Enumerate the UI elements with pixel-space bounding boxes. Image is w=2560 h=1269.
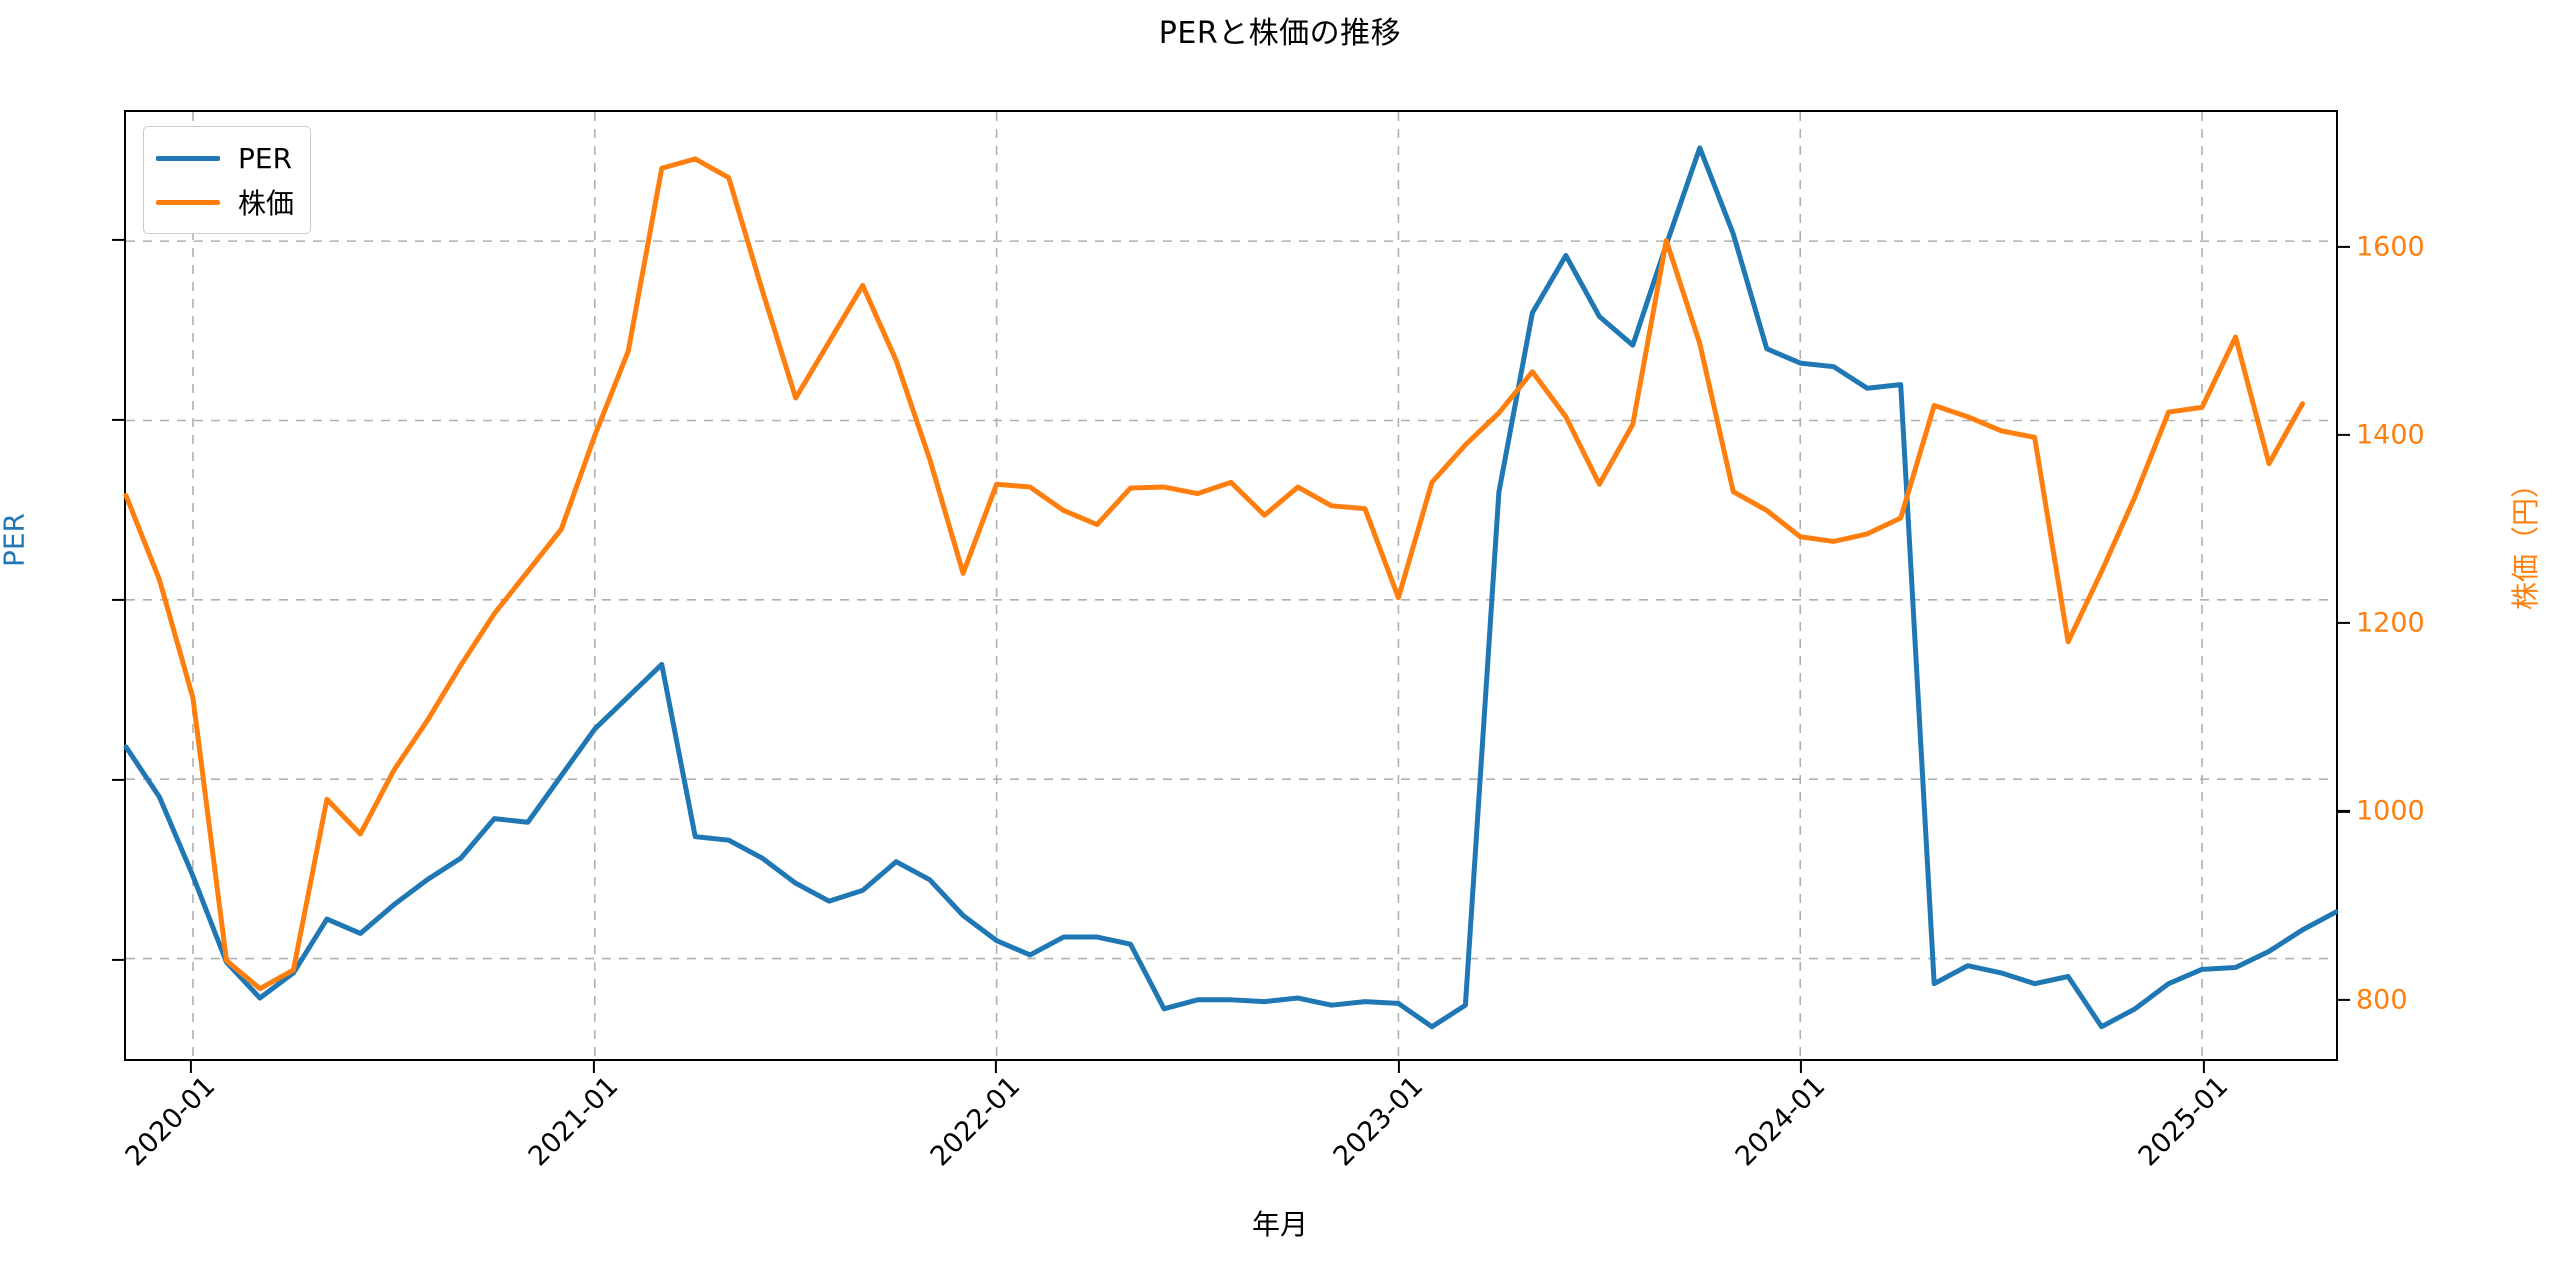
y-axis-left-tick-mark [112, 418, 124, 421]
series-line-per [126, 148, 2336, 1027]
legend-swatch-icon [156, 199, 220, 205]
y-axis-right-tick-mark [2338, 622, 2350, 625]
series-line-kabuka [126, 159, 2303, 989]
y-axis-right-tick-label: 1000 [2356, 795, 2425, 827]
plot-area [124, 110, 2338, 1061]
chart-title: PERと株価の推移 [1158, 16, 1402, 51]
y-axis-right-tick-mark [2338, 810, 2350, 813]
series-layer [126, 112, 2336, 1059]
y-axis-left-label: PER [0, 512, 31, 568]
x-axis-tick-mark [1397, 1061, 1400, 1073]
x-axis-tick-mark [995, 1061, 998, 1073]
legend-label: 株価 [238, 187, 295, 220]
x-axis-tick-label: 2020-01 [119, 1070, 222, 1173]
y-axis-right-label: 株価（円） [2509, 469, 2542, 611]
y-axis-left-tick-mark [112, 778, 124, 782]
legend-item-per[interactable]: PER [156, 136, 294, 180]
x-axis-tick-label: 2024-01 [1729, 1070, 1832, 1173]
y-axis-right-tick-mark [2338, 245, 2350, 248]
chart-legend: PER 株価 [143, 126, 312, 234]
x-axis-label: 年月 [1251, 1208, 1308, 1241]
x-axis-tick-label: 2025-01 [2132, 1070, 2235, 1173]
y-axis-right-tick-label: 800 [2356, 984, 2408, 1016]
x-axis-tick-mark [1800, 1061, 1803, 1073]
y-axis-right-tick-label: 1400 [2356, 419, 2425, 451]
y-axis-right-tick-label: 1600 [2356, 231, 2425, 263]
y-axis-right-tick-mark [2338, 998, 2350, 1001]
x-axis-tick-mark [592, 1061, 595, 1073]
y-axis-left-tick-mark [112, 959, 124, 962]
y-axis-left-tick-mark [112, 598, 124, 601]
x-axis-tick-mark [189, 1061, 193, 1073]
y-axis-left-tick-mark [112, 238, 124, 241]
x-axis-tick-mark [2202, 1061, 2205, 1073]
legend-swatch-icon [156, 155, 220, 161]
y-axis-right-tick-mark [2338, 433, 2350, 436]
y-axis-right-tick-label: 1200 [2356, 607, 2425, 639]
legend-label: PER [238, 141, 293, 175]
legend-item-kabuka[interactable]: 株価 [156, 180, 294, 224]
x-axis-tick-label: 2023-01 [1327, 1070, 1430, 1173]
grid-layer [126, 112, 2336, 1059]
x-axis-tick-label: 2022-01 [924, 1070, 1027, 1173]
x-axis-tick-label: 2021-01 [522, 1070, 625, 1173]
